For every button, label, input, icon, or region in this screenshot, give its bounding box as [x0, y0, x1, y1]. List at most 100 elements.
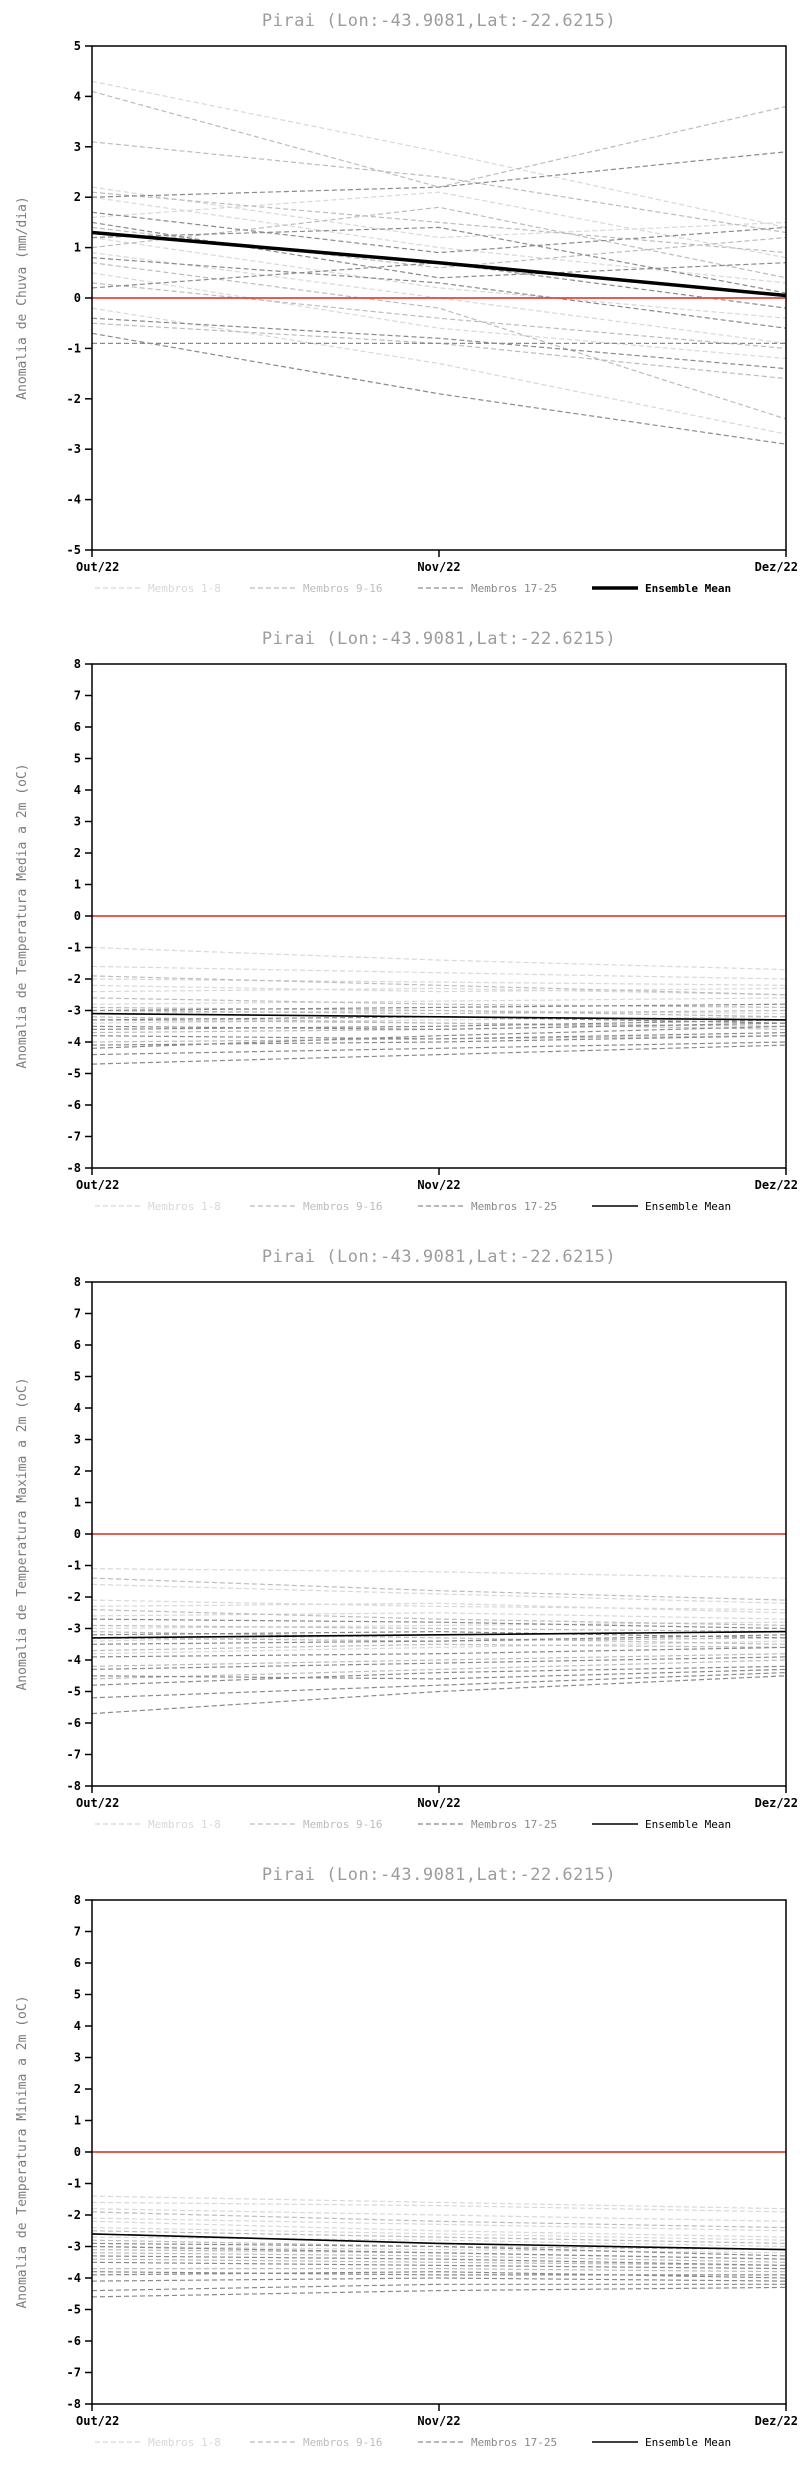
y-tick-label: -8 [67, 1161, 81, 1175]
legend-label: Membros 1-8 [148, 1818, 221, 1831]
member-line-group-2 [91, 997, 787, 1008]
ensemble-mean-line [91, 1630, 787, 1639]
legend-label: Membros 9-16 [303, 1200, 382, 1213]
member-line-group-3 [91, 1668, 787, 1680]
legend-label: Membros 17-25 [471, 1200, 557, 1213]
member-line-group-3 [91, 2271, 786, 2276]
member-line-group-3 [91, 1656, 787, 1670]
member-line-group-3 [91, 1041, 787, 1056]
y-tick-label: -3 [67, 2240, 81, 2254]
y-tick-label: -5 [67, 1685, 81, 1699]
member-line-group-1 [91, 1602, 787, 1614]
x-tick-label: Dez/22 [755, 1178, 798, 1192]
y-tick-label: -8 [67, 1779, 81, 1793]
y-tick-label: 4 [74, 2019, 81, 2033]
member-line-group-3 [91, 226, 787, 294]
member-line-group-2 [91, 2249, 787, 2260]
member-line-group-3 [91, 2245, 787, 2260]
y-tick-label: -6 [67, 1716, 81, 1730]
y-tick-label: -3 [67, 1622, 81, 1636]
y-tick-label: 4 [74, 1401, 81, 1415]
y-tick-label: -1 [67, 941, 81, 955]
y-tick-label: -4 [67, 1653, 81, 1667]
x-tick-label: Out/22 [76, 1178, 119, 1192]
member-line-group-3 [91, 2261, 787, 2270]
member-line-group-3 [91, 1022, 787, 1031]
y-tick-label: -5 [67, 2303, 81, 2317]
y-tick-label: 1 [74, 1496, 81, 1510]
member-line-group-1 [91, 1621, 787, 1630]
member-line-group-3 [91, 151, 787, 198]
member-line-group-1 [91, 2217, 787, 2232]
y-tick-label: -1 [67, 341, 81, 355]
legend-label: Membros 9-16 [303, 582, 382, 595]
y-tick-label: -4 [67, 493, 81, 507]
chart-title: Pirai (Lon:-43.9081,Lat:-22.6215) [262, 629, 616, 649]
member-line-group-3 [91, 317, 787, 370]
member-line-group-1 [91, 307, 787, 435]
y-axis-label: Anomalia de Chuva (mm/dia) [15, 196, 30, 400]
member-line-group-1 [91, 984, 787, 993]
y-tick-label: 0 [74, 909, 81, 923]
member-line-group-1 [91, 2220, 787, 2238]
member-line-group-1 [91, 236, 787, 319]
y-tick-label: 0 [74, 1527, 81, 1541]
member-line-group-3 [91, 1003, 787, 1012]
y-tick-label: 0 [74, 2145, 81, 2159]
x-tick-label: Nov/22 [417, 1178, 460, 1192]
y-tick-label: -7 [67, 2366, 81, 2380]
chart-figure-min-temp-anomaly: Pirai (Lon:-43.9081,Lat:-22.6215) Anomali… [0, 1854, 800, 2472]
member-line-group-2 [91, 975, 787, 996]
member-line-group-1 [91, 186, 787, 239]
y-axis-label: Anomalia de Temperatura Maxima a 2m (oC) [15, 1377, 30, 1690]
member-line-group-3 [91, 1630, 787, 1639]
member-line-group-1 [91, 1640, 787, 1655]
member-line-group-2 [91, 262, 787, 420]
x-tick-label: Dez/22 [755, 1796, 798, 1810]
y-tick-label: 2 [74, 1464, 81, 1478]
y-tick-label: -7 [67, 1130, 81, 1144]
member-line-group-3 [91, 1025, 787, 1049]
member-line-group-1 [91, 1568, 787, 1579]
member-line-group-1 [91, 1583, 787, 1604]
y-tick-label: 7 [74, 1925, 81, 1939]
y-tick-label: 6 [74, 720, 81, 734]
y-tick-label: -4 [67, 1035, 81, 1049]
y-tick-label: 7 [74, 689, 81, 703]
y-axis-label: Anomalia de Temperatura Minima a 2m (oC) [15, 1995, 30, 2308]
member-line-group-3 [91, 221, 787, 279]
y-tick-label: 2 [74, 2082, 81, 2096]
y-tick-label: 3 [74, 815, 81, 829]
y-tick-label: 6 [74, 1956, 81, 1970]
member-line-group-2 [91, 2230, 787, 2244]
ensemble-mean-line [91, 1012, 787, 1021]
legend-label: Membros 1-8 [148, 1200, 221, 1213]
y-tick-label: 1 [74, 878, 81, 892]
y-tick-label: 3 [74, 140, 81, 154]
member-line-group-2 [91, 1022, 787, 1034]
y-axis-label: Anomalia de Temperatura Media a 2m (oC) [15, 763, 30, 1068]
ensemble-mean-line [91, 230, 787, 298]
member-line-group-2 [91, 1643, 787, 1652]
y-tick-label: 4 [74, 783, 81, 797]
legend-label: Ensemble Mean [645, 582, 731, 595]
legend-label: Membros 1-8 [148, 2436, 221, 2449]
member-line-group-1 [91, 2195, 787, 2210]
member-line-group-1 [91, 2227, 787, 2241]
rain-anomaly-chart: Pirai (Lon:-43.9081,Lat:-22.6215) Anomali… [15, 11, 798, 595]
y-tick-label: 4 [74, 89, 81, 103]
member-line-group-2 [91, 2252, 787, 2263]
member-line-group-2 [91, 2258, 787, 2266]
member-line-group-1 [91, 80, 787, 228]
member-line-group-2 [91, 1609, 787, 1626]
x-tick-label: Out/22 [76, 2414, 119, 2428]
y-tick-label: -3 [67, 442, 81, 456]
x-tick-label: Dez/22 [755, 560, 798, 574]
legend-label: Membros 17-25 [471, 582, 557, 595]
y-tick-label: 6 [74, 1338, 81, 1352]
y-tick-label: -1 [67, 2177, 81, 2191]
member-line-group-2 [91, 90, 787, 188]
y-tick-label: 1 [74, 241, 81, 255]
legend-label: Membros 17-25 [471, 1818, 557, 1831]
